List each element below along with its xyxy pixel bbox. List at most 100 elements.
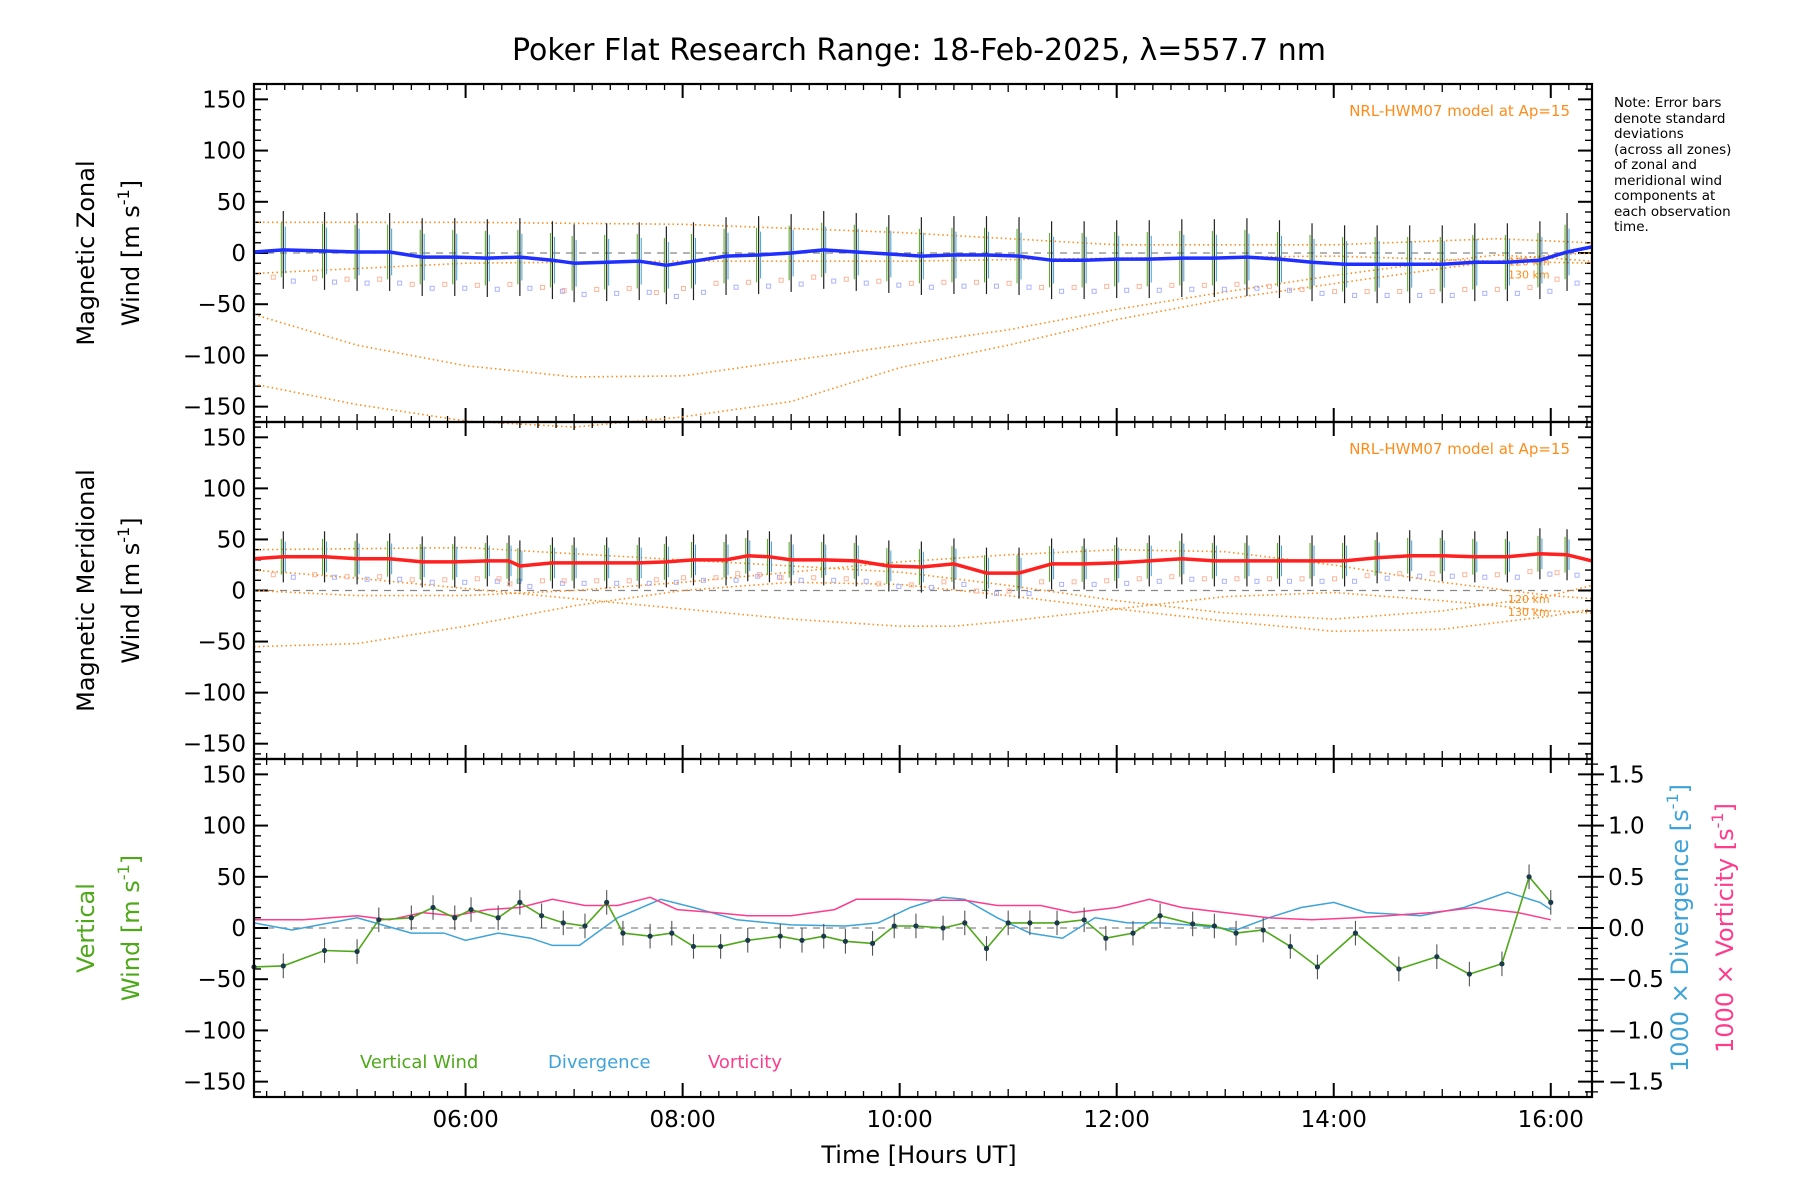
- zone-marker: [1286, 578, 1292, 584]
- zone-marker: [646, 580, 652, 586]
- zone-marker: [496, 576, 502, 582]
- zone-marker: [896, 583, 902, 589]
- y-axis-label-sup: -1: [114, 864, 133, 880]
- y-axis-label-line2: Wind [m s-1]: [114, 855, 145, 1001]
- zone-marker: [397, 280, 403, 286]
- y2-tick-label: 0.5: [1608, 865, 1645, 891]
- zone-marker: [364, 280, 370, 286]
- vertical-wind-point: [1211, 923, 1217, 929]
- x-axis-label: Time [Hours UT]: [820, 1141, 1016, 1169]
- zone-marker: [377, 276, 383, 282]
- zone-marker: [863, 280, 869, 286]
- zone-marker: [928, 284, 934, 290]
- y-tick-label: 50: [217, 865, 246, 891]
- vertical-wind-point: [620, 930, 626, 936]
- model-curve-model-c: [253, 581, 1593, 648]
- model-curve-model-b: [253, 255, 1593, 275]
- panels: 150 100 50 0 −50 −100 −150 Magnetic Zonal Wind […: [72, 82, 1739, 1133]
- zone-marker: [626, 578, 632, 584]
- y-tick-label: 50: [217, 527, 246, 553]
- zone-marker: [516, 578, 522, 584]
- zone-marker: [462, 285, 468, 291]
- y-tick-label: 50: [217, 190, 246, 216]
- zone-marker: [312, 572, 318, 578]
- zone-marker: [961, 283, 967, 289]
- zone-marker: [1234, 281, 1240, 287]
- vertical-wind-point: [560, 920, 566, 926]
- y-tick-label: −150: [183, 395, 246, 421]
- vertical-wind-point: [280, 963, 286, 969]
- y-tick-label: −50: [197, 630, 246, 656]
- y-tick-label: 0: [231, 241, 246, 267]
- y2-label-vorticity: 1000 × Vorticity [s-1]: [1708, 803, 1739, 1053]
- zone-marker: [1169, 282, 1175, 288]
- zone-marker: [713, 280, 719, 286]
- zone-marker: [993, 283, 999, 289]
- zone-marker: [798, 577, 804, 583]
- meridional-wind-line: [253, 551, 1593, 575]
- zone-marker: [831, 577, 837, 583]
- zone-marker: [1319, 578, 1325, 584]
- zone-marker: [397, 576, 403, 582]
- zone-marker: [1254, 578, 1260, 584]
- zone-marker: [735, 571, 741, 577]
- vertical-wind-point: [669, 930, 675, 936]
- vertical-wind-point: [1499, 961, 1505, 967]
- y-tick-label: −100: [183, 1018, 246, 1044]
- zone-marker: [1547, 288, 1553, 294]
- y-tick-label: 100: [202, 139, 246, 165]
- zone-marker: [1266, 283, 1272, 289]
- zone-marker: [673, 293, 679, 299]
- vertical-wind-point: [1005, 920, 1011, 926]
- zone-marker: [507, 581, 513, 587]
- zone-marker: [1136, 283, 1142, 289]
- y-tick-label: 0: [231, 579, 246, 605]
- y2-label-divergence-text: 1000 × Divergence [s: [1666, 809, 1694, 1072]
- error-bar-note: Note: Error bars denote standard deviati…: [1614, 95, 1732, 235]
- zone-marker: [843, 576, 849, 582]
- vertical-wind-point: [1054, 920, 1060, 926]
- zone-marker: [594, 286, 600, 292]
- zone-marker: [409, 577, 415, 583]
- zone-marker: [1189, 286, 1195, 292]
- vertical-wind-point: [1434, 954, 1440, 960]
- zone-marker: [1156, 578, 1162, 584]
- zone-marker: [680, 285, 686, 291]
- zone-marker: [700, 577, 706, 583]
- y2-tick-label: 0.0: [1608, 916, 1645, 942]
- zone-marker: [733, 577, 739, 583]
- model-km-label: 130 km: [1508, 606, 1550, 619]
- y-axis-label-line2: Wind [m s-1]: [114, 180, 145, 326]
- model-label: NRL-HWM07 model at Ap=15: [1349, 102, 1570, 120]
- model-curve-model-d: [253, 548, 1593, 600]
- zone-marker: [1429, 571, 1435, 577]
- zone-marker: [614, 580, 620, 586]
- model-curve-model-a: [253, 546, 1593, 620]
- zone-marker: [778, 277, 784, 283]
- y2-label-divergence-sup: -1: [1663, 793, 1682, 809]
- vertical-wind-point: [1314, 964, 1321, 970]
- y-axis-label-line1: Magnetic Meridional: [72, 469, 100, 712]
- vertical-wind-point: [1260, 927, 1266, 933]
- zone-marker: [1494, 286, 1500, 292]
- legend-vorticity: Vorticity: [708, 1052, 782, 1073]
- zone-marker: [1397, 289, 1403, 295]
- zone-marker: [1494, 572, 1500, 578]
- vertical-wind-point: [1526, 874, 1532, 880]
- vertical-wind-point: [1081, 917, 1087, 923]
- zone-marker: [270, 572, 276, 578]
- zone-marker: [1299, 576, 1305, 582]
- vertical-wind-point: [1233, 930, 1239, 936]
- zone-marker: [1201, 576, 1207, 582]
- zone-marker: [1071, 579, 1077, 585]
- vertical-wind-point: [962, 920, 968, 926]
- x-tick-label: 06:00: [432, 1107, 498, 1133]
- y-tick-label: −50: [197, 292, 246, 318]
- zone-marker: [594, 578, 600, 584]
- zone-marker: [290, 574, 296, 580]
- zone-marker: [290, 278, 296, 284]
- zone-marker: [1039, 284, 1045, 290]
- zone-marker: [1527, 569, 1533, 575]
- zone-marker: [581, 291, 587, 297]
- vertical-wind-point: [690, 943, 697, 950]
